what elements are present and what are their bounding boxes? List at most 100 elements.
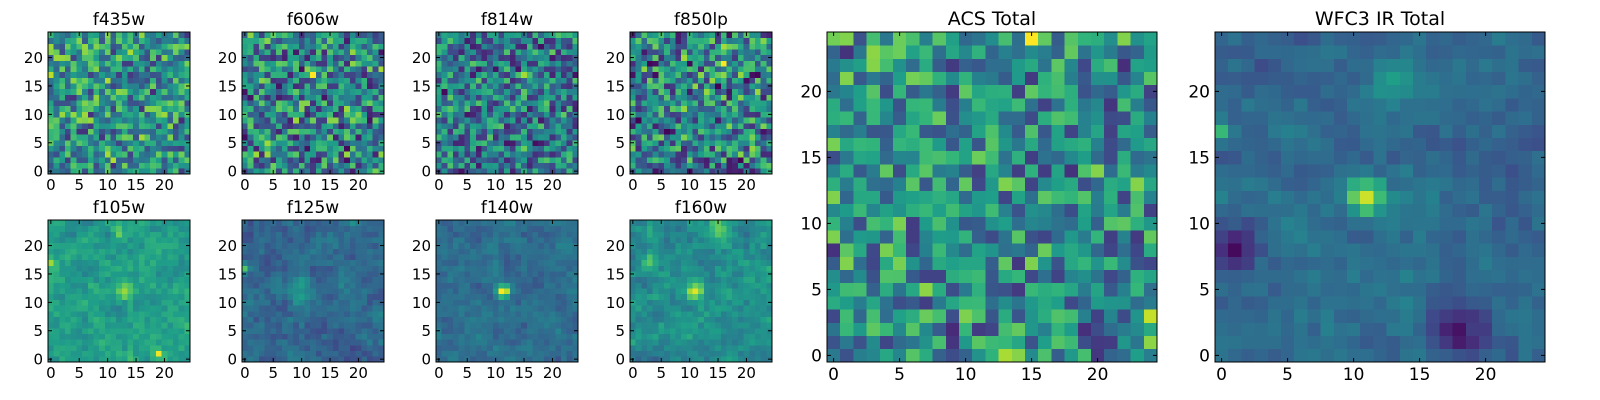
y-tick-label: 0 [33,163,43,181]
heatmap-cell [526,231,533,238]
heatmap-cell [681,139,688,146]
heatmap-cell [65,220,72,227]
heatmap-cell [65,37,72,44]
heatmap-cell [53,237,60,244]
heatmap-cell [65,248,72,255]
heatmap-cell [133,231,140,238]
heatmap-cell [447,265,454,272]
heatmap-cell [686,310,693,317]
heatmap-cell [349,254,356,261]
heatmap-cell [332,242,339,249]
heatmap-cell [93,71,100,78]
heatmap-cell [338,237,345,244]
heatmap-cell [65,339,72,346]
x-tick-label: 20 [349,364,368,382]
heatmap-cell [366,356,374,363]
heatmap-cell [53,282,60,289]
heatmap-cell [492,271,499,278]
heatmap-cell [264,66,271,73]
heatmap-cell [87,134,94,141]
heatmap-cell [184,128,191,135]
heatmap-cell [344,49,351,56]
heatmap-cell [652,293,659,300]
heatmap-cell [253,350,260,357]
heatmap-cell [338,220,345,227]
heatmap-cell [355,305,362,312]
heatmap-cell [647,60,654,67]
heatmap-cell [155,122,162,129]
heatmap-cell [641,122,648,129]
heatmap-cell [464,37,471,44]
heatmap-cell [515,162,522,169]
heatmap-cell [453,139,460,146]
heatmap-cell [172,310,180,317]
heatmap-cell [65,49,72,56]
heatmap-cell [315,356,322,363]
heatmap-cell [315,60,322,67]
heatmap-cell [715,94,722,101]
heatmap-cell [127,344,134,352]
heatmap-cell [349,139,356,146]
heatmap-cell [310,139,317,146]
heatmap-cell [681,333,688,340]
heatmap-cell [709,282,716,289]
heatmap-cell [532,299,539,306]
heatmap-cell [481,49,488,56]
heatmap-cell [184,122,191,129]
heatmap-cell [504,43,511,50]
heatmap-cell [87,220,94,227]
heatmap-cell [453,333,460,340]
heatmap-cell [344,156,351,164]
heatmap-cell [504,231,511,238]
heatmap-cell [481,156,488,164]
heatmap-cell [703,88,710,95]
heatmap-cell [372,271,379,278]
heatmap-cell [441,333,448,340]
heatmap-cell [526,88,533,95]
heatmap-cell [675,139,682,146]
heatmap-cell [372,43,379,50]
heatmap-cell [110,259,117,266]
heatmap-cell [647,293,654,300]
heatmap-cell [538,293,545,300]
heatmap-cell [498,299,505,306]
heatmap-cell [264,350,271,357]
heatmap-cell [144,231,151,238]
heatmap-cell [87,254,94,261]
heatmap-cell [259,71,266,78]
heatmap-cell [766,117,773,124]
heatmap-cell [692,94,699,101]
heatmap-cell [110,111,117,118]
heatmap-cell [749,356,756,363]
heatmap-cell [652,83,659,90]
heatmap-cell [692,43,699,50]
heatmap-cell [647,282,654,289]
heatmap-cell [298,344,305,352]
heatmap-cell [150,282,157,289]
heatmap-cell [647,316,654,323]
heatmap-cell [737,49,744,56]
heatmap-cell [372,339,379,346]
heatmap-cell [481,305,488,312]
heatmap-cell [538,225,545,232]
heatmap-cell [709,117,716,124]
heatmap-cell [549,151,556,158]
heatmap-cell [681,100,688,107]
heatmap-cell [349,316,356,323]
heatmap-cell [543,293,550,300]
heatmap-cell [161,350,168,357]
heatmap-cell [515,344,522,352]
heatmap-cell [87,310,94,317]
heatmap-cell [458,168,465,175]
x-tick-label: 5 [462,364,472,382]
heatmap-cell [264,242,271,249]
heatmap-cell [355,339,362,346]
heatmap-cell [566,43,573,50]
heatmap-cell [754,156,762,164]
heatmap-cell [709,49,716,56]
heatmap-cell [155,316,162,323]
heatmap-cell [133,322,140,329]
heatmap-cell [703,43,710,50]
heatmap-cell [555,316,562,323]
heatmap-cell [492,117,499,124]
